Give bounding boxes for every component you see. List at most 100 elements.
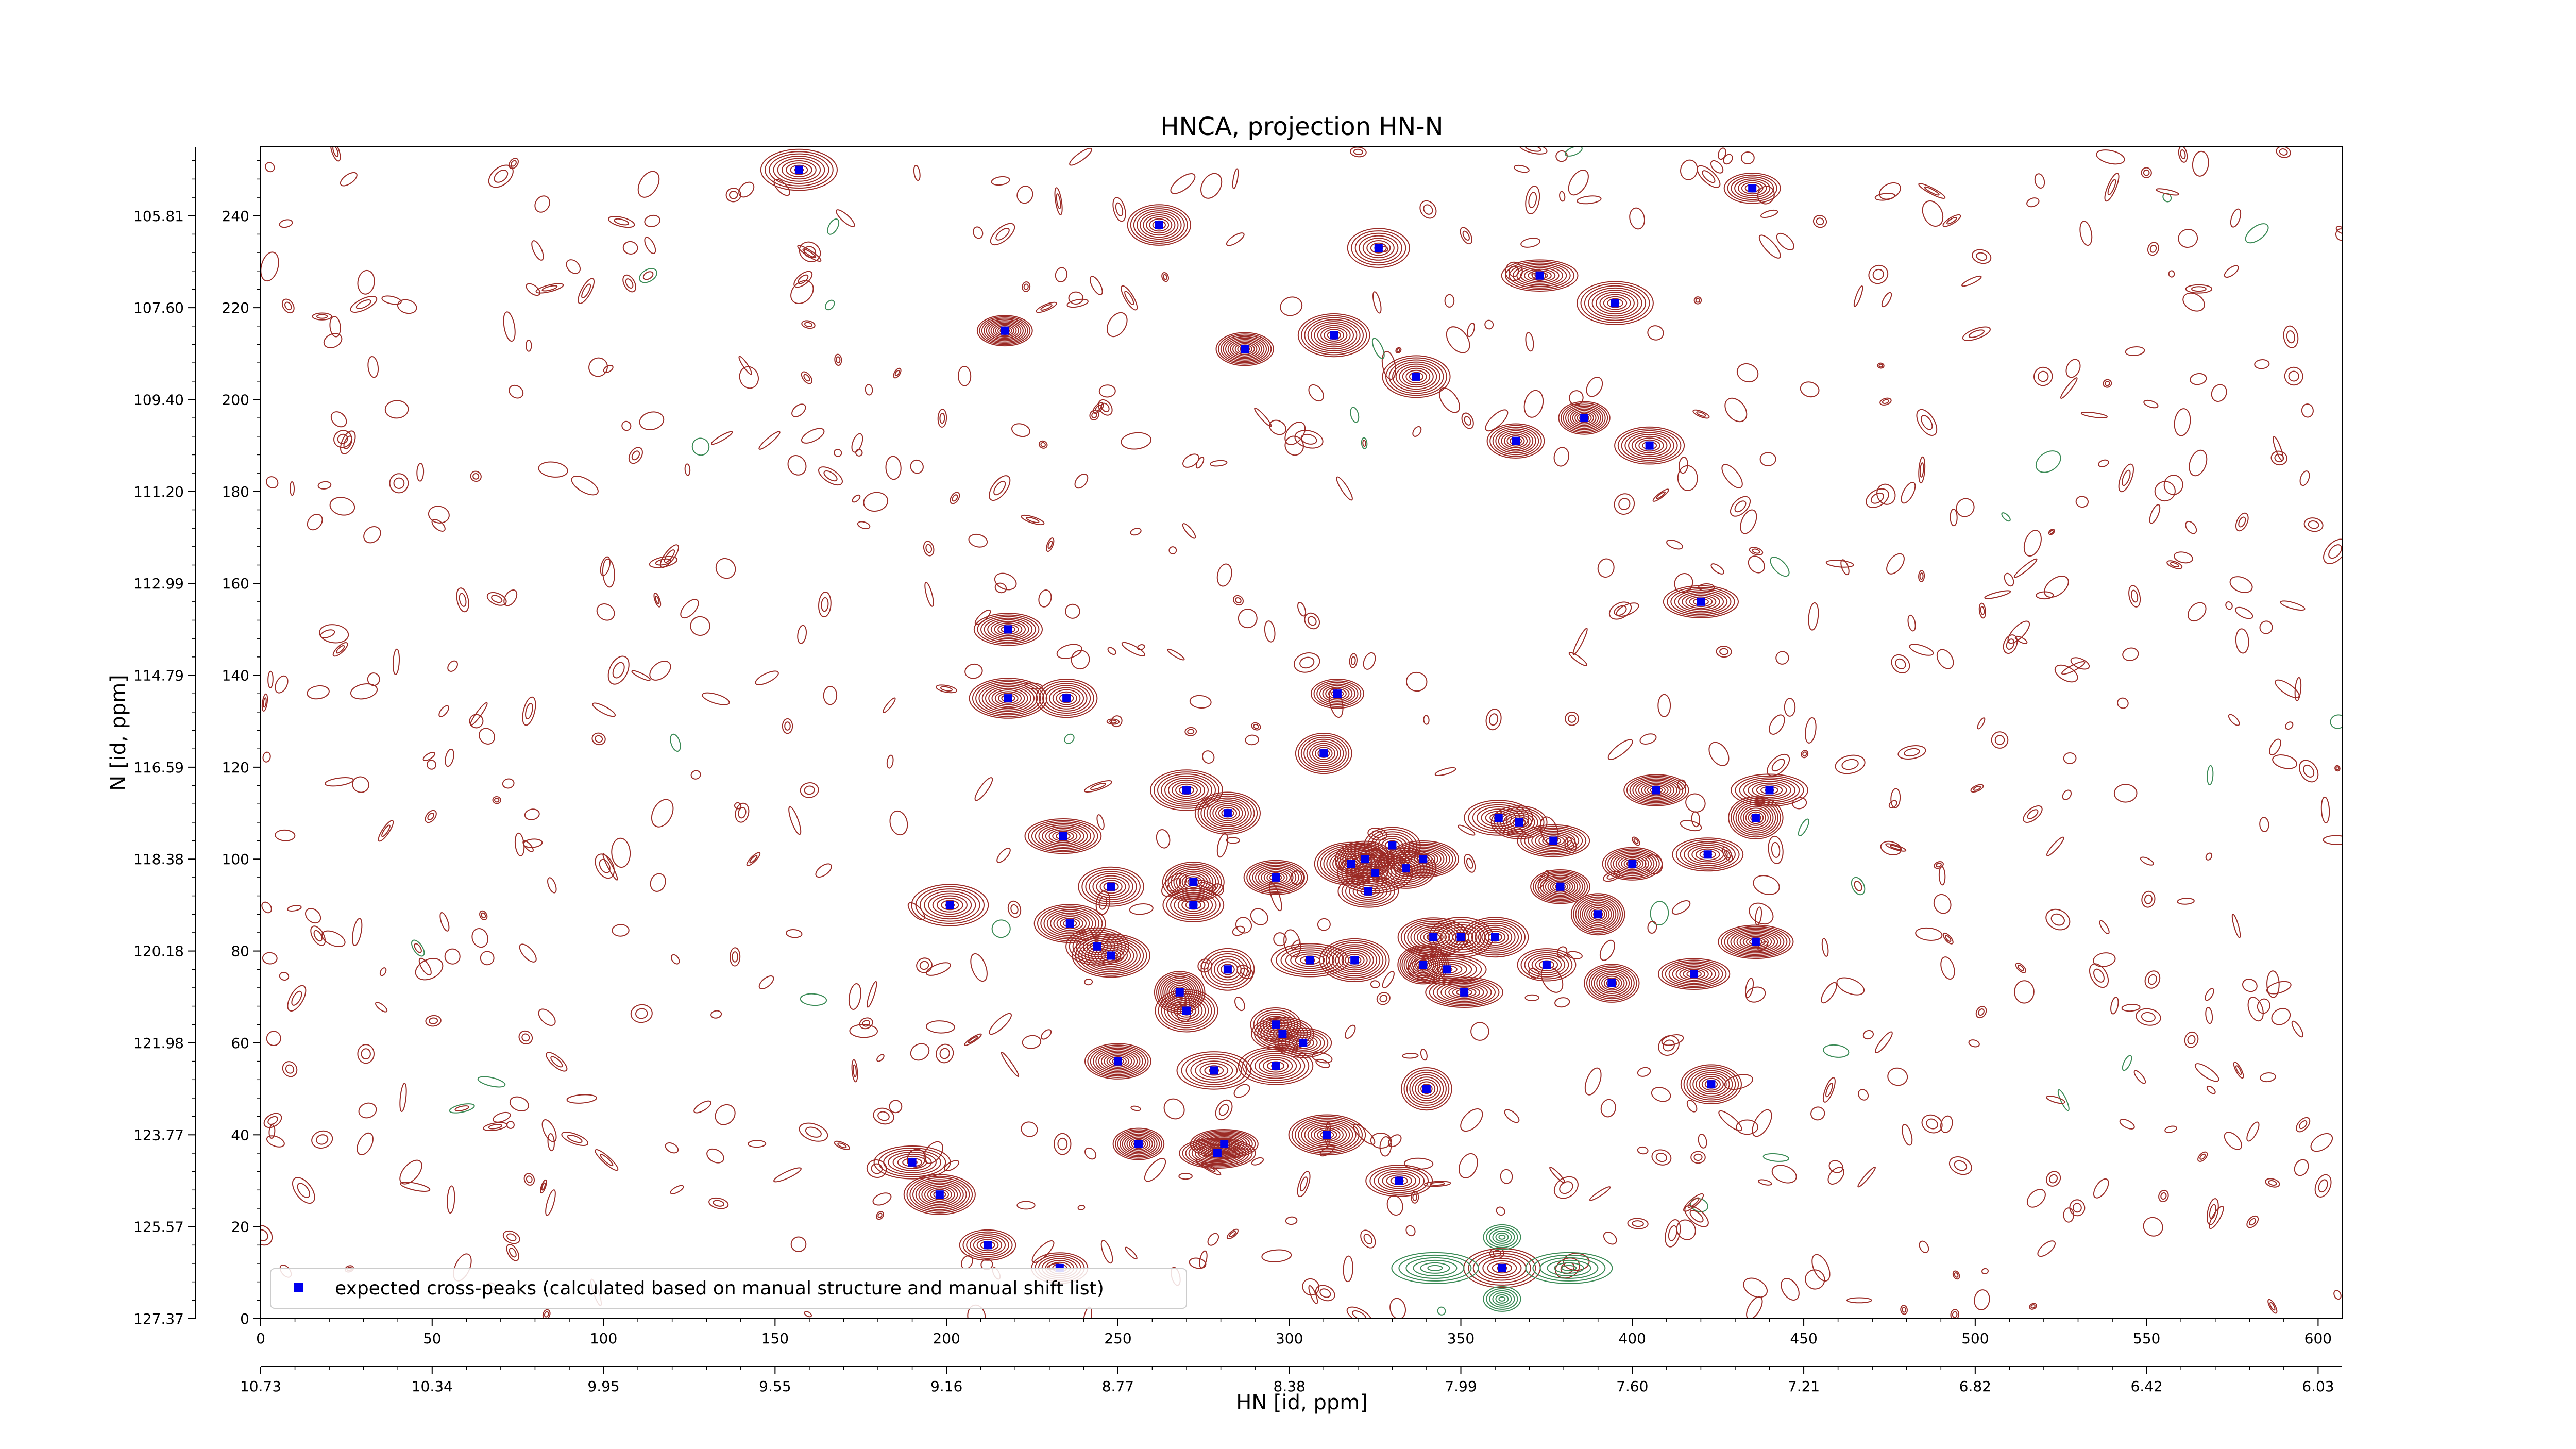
noise-contour <box>732 951 738 963</box>
noise-contour <box>367 356 379 378</box>
noise-contour <box>2294 677 2302 701</box>
peak-contour <box>912 1179 967 1210</box>
noise-contour <box>429 1017 438 1024</box>
peak-contour <box>1752 782 1787 798</box>
noise-contour <box>1702 170 1716 183</box>
peak-contour <box>1590 908 1605 920</box>
noise-contour <box>1199 1250 1208 1269</box>
noise-contour <box>486 592 507 606</box>
x-tick-label: 150 <box>761 1330 789 1347</box>
noise-contour <box>321 930 346 947</box>
noise-contour <box>488 1124 502 1130</box>
peak-contour <box>1039 681 1094 716</box>
y-ppm-tick-label: 118.38 <box>133 851 184 868</box>
cross-peak-marker <box>1107 951 1115 960</box>
noise-contour <box>1597 558 1615 578</box>
noise-contour <box>788 806 802 835</box>
noise-contour <box>1381 351 1396 380</box>
noise-contour <box>1182 523 1196 539</box>
noise-contour <box>503 589 518 606</box>
noise-contour <box>2023 530 2042 557</box>
peak-contour <box>980 616 1036 643</box>
peak-contour <box>1727 929 1785 955</box>
peak-contour-group <box>1176 1051 1252 1090</box>
peak-contour-group <box>1347 228 1410 268</box>
peak-contour <box>1197 794 1258 833</box>
peak-contour-group <box>1723 173 1781 204</box>
noise-contour <box>1129 903 1154 915</box>
negative-contour <box>1483 1286 1521 1312</box>
noise-contour <box>1730 496 1751 517</box>
peak-contour <box>1386 1174 1412 1187</box>
noise-contour <box>1065 603 1080 619</box>
noise-contour <box>561 1132 589 1147</box>
peak-contour <box>1341 854 1409 891</box>
x-ppm-tick-label: 8.38 <box>1274 1378 1306 1395</box>
peak-contour <box>1696 1074 1727 1095</box>
peak-contour <box>1565 406 1604 431</box>
noise-contour <box>2187 602 2207 622</box>
noise-contour <box>343 435 353 449</box>
noise-contour <box>1771 1165 1797 1184</box>
noise-contour <box>1901 482 1916 504</box>
peak-contour <box>1124 1135 1153 1153</box>
noise-contour <box>1632 836 1640 846</box>
noise-contour <box>630 1004 653 1023</box>
noise-contour <box>1232 925 1245 936</box>
noise-contour <box>1121 642 1145 656</box>
y-tick-label: 200 <box>222 391 249 408</box>
peak-contour <box>1610 851 1655 877</box>
peak-contour <box>1168 779 1205 801</box>
peak-contour <box>878 1148 946 1177</box>
cross-peak-marker <box>1697 597 1705 606</box>
noise-contour <box>818 592 832 618</box>
peak-contour <box>1538 834 1569 848</box>
noise-contour <box>1229 1231 1236 1237</box>
noise-contour <box>729 191 738 199</box>
noise-contour <box>2257 998 2270 1014</box>
peak-contour <box>1402 367 1431 386</box>
noise-contour <box>649 555 678 568</box>
noise-contour <box>894 370 900 377</box>
peak-contour <box>1285 949 1335 971</box>
noise-contour <box>1768 835 1784 864</box>
noise-contour <box>2178 229 2198 248</box>
noise-contour <box>1942 214 1961 227</box>
noise-contour <box>2335 226 2342 234</box>
noise-contour <box>710 1010 722 1019</box>
noise-contour <box>1201 750 1215 764</box>
noise-contour <box>418 957 432 976</box>
noise-contour <box>607 655 630 685</box>
noise-contour <box>2320 796 2330 823</box>
noise-contour <box>995 228 1010 241</box>
noise-contour <box>350 296 378 313</box>
peak-contour <box>1072 933 1150 978</box>
noise-contour <box>602 558 615 588</box>
peak-contour <box>1179 1137 1256 1169</box>
noise-contour <box>1674 573 1693 593</box>
peak-contour <box>1137 210 1182 240</box>
noise-contour <box>1922 200 1944 227</box>
noise-contour <box>2284 366 2303 386</box>
noise-contour <box>725 188 741 203</box>
legend-label: expected cross-peaks (calculated based o… <box>335 1278 1104 1299</box>
noise-contour <box>1304 612 1320 630</box>
noise-contour <box>291 990 302 1006</box>
noise-contour <box>2103 379 2112 388</box>
peak-contour <box>1405 369 1427 384</box>
noise-contour <box>797 625 807 644</box>
noise-contour <box>2197 1151 2208 1162</box>
noise-contour <box>1235 597 1242 604</box>
peak-contour <box>1440 924 1482 951</box>
peak-contour-group <box>1024 818 1102 854</box>
noise-contour <box>1363 652 1376 670</box>
peak-contour <box>1174 894 1213 916</box>
peak-contour <box>1635 780 1677 801</box>
cross-peak-marker <box>1306 956 1314 965</box>
negative-contour <box>1486 1226 1518 1248</box>
peak-contour <box>1232 342 1258 357</box>
noise-contour <box>2185 520 2197 534</box>
peak-contour <box>1524 952 1569 978</box>
peak-contour <box>928 893 972 917</box>
peak-contour <box>1448 986 1481 999</box>
